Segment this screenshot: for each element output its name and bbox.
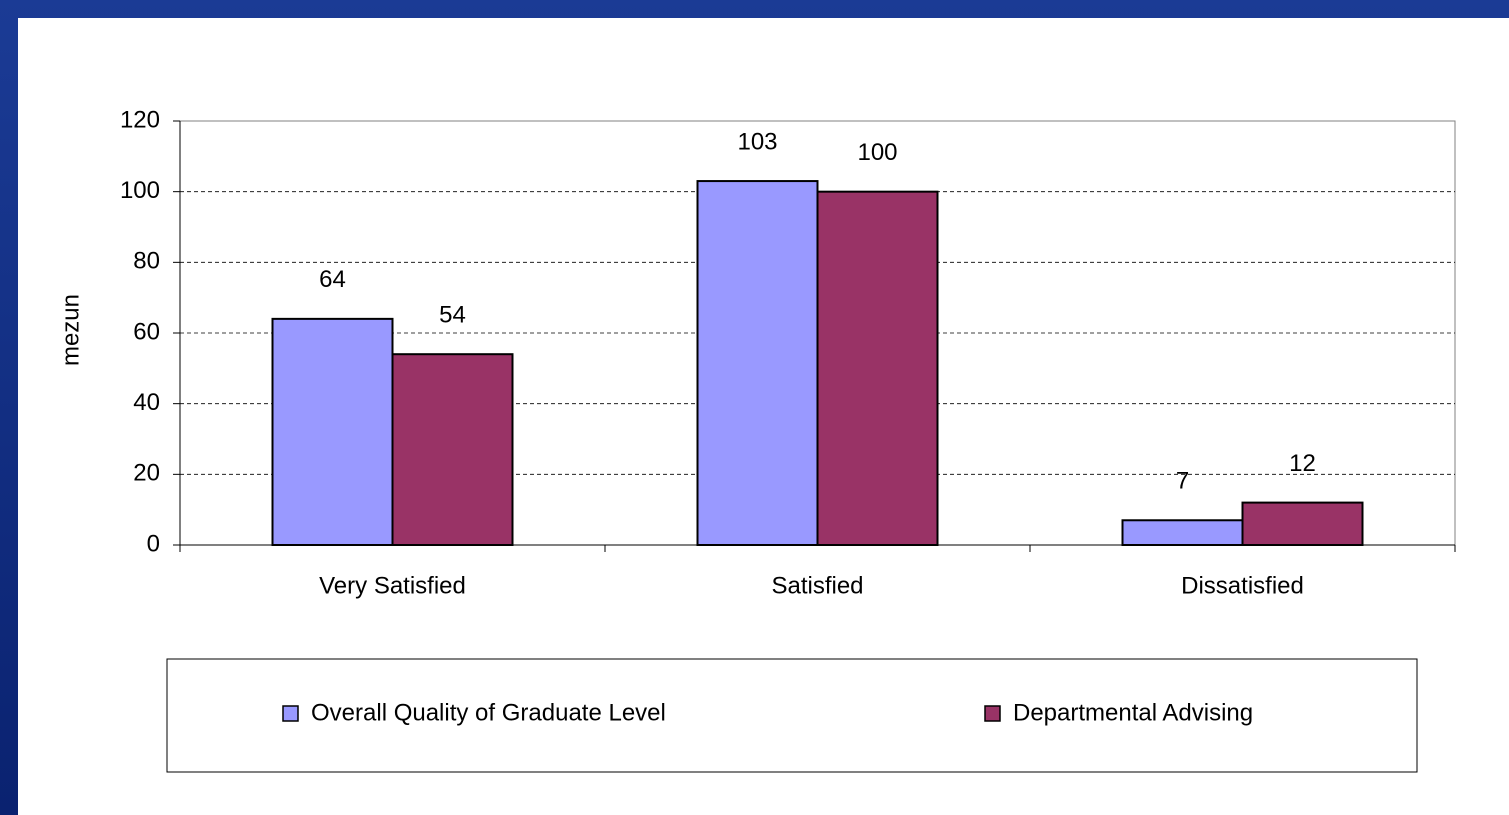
legend-box [166,658,1418,773]
bar [816,190,939,547]
data-label: 100 [857,139,897,166]
data-label: 7 [1176,468,1189,495]
legend-label: Departmental Advising [1013,699,1253,726]
legend-label: Overall Quality of Graduate Level [311,699,666,726]
y-tick-label: 100 [120,177,160,204]
data-label: 64 [319,266,346,293]
legend-swatch [984,705,1001,722]
bar [1241,501,1364,547]
y-axis-label: mezun [57,294,84,366]
x-tick-label: Very Satisfied [319,572,466,599]
x-tick-label: Satisfied [771,572,863,599]
data-label: 54 [439,302,466,329]
legend-swatch [282,705,299,722]
data-label: 103 [737,128,777,155]
bar [391,353,514,547]
y-tick-label: 20 [133,460,160,487]
x-tick-label: Dissatisfied [1181,572,1304,599]
bar [1121,519,1244,546]
bar [696,180,819,546]
y-tick-label: 60 [133,318,160,345]
y-tick-label: 0 [147,530,160,557]
y-tick-label: 120 [120,106,160,133]
data-label: 12 [1289,450,1316,477]
bar [271,317,394,546]
y-tick-label: 80 [133,248,160,275]
y-tick-label: 40 [133,389,160,416]
